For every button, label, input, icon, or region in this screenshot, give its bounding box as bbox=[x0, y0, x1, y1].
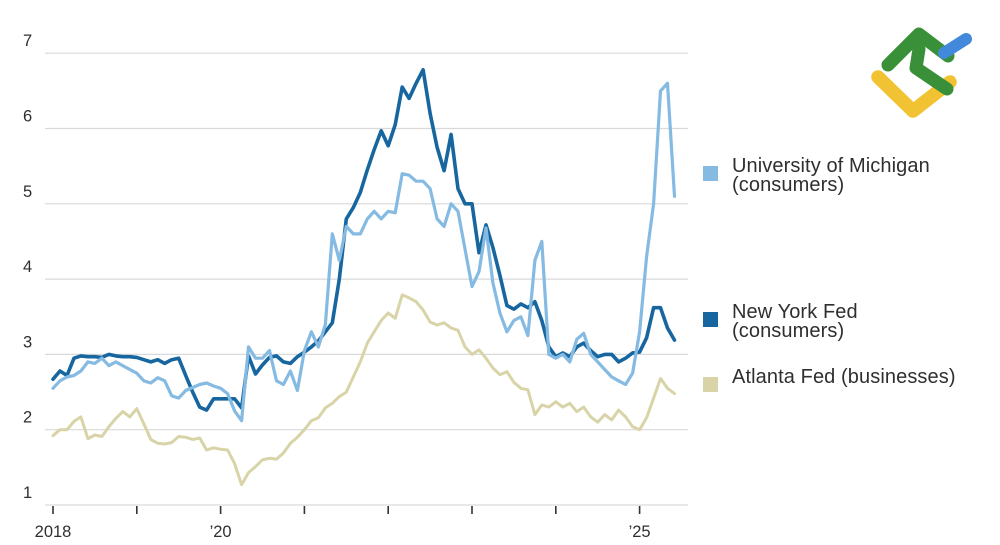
x-axis-label-2025: ’25 bbox=[629, 523, 651, 541]
logo-green-lower-stroke bbox=[909, 42, 954, 96]
y-axis-label-7: 7 bbox=[23, 32, 32, 50]
y-axis-label-5: 5 bbox=[23, 183, 32, 201]
y-axis-label-3: 3 bbox=[23, 333, 32, 351]
x-axis-label-2018: 2018 bbox=[35, 523, 72, 541]
y-axis-label-4: 4 bbox=[23, 258, 32, 276]
logo-green-peak-stroke bbox=[881, 27, 955, 72]
y-axis-label-1: 1 bbox=[23, 484, 32, 502]
y-axis-label-6: 6 bbox=[23, 108, 32, 126]
y-axis-label-2: 2 bbox=[23, 409, 32, 427]
series-line-0 bbox=[51, 81, 677, 423]
series-line-2 bbox=[51, 293, 676, 487]
x-axis-label-2020: ’20 bbox=[210, 523, 232, 541]
litefinance-logo bbox=[871, 27, 972, 118]
logo-blue-tick bbox=[938, 33, 972, 59]
series-line-1 bbox=[51, 68, 677, 412]
logo-yellow-check bbox=[871, 70, 957, 118]
